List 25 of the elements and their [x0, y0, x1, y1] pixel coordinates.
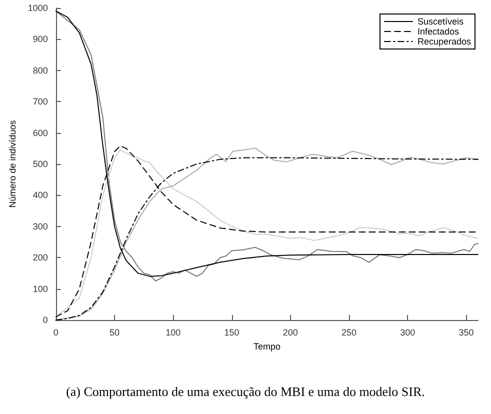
y-tick-label: 700	[32, 96, 48, 107]
y-tick-label: 0	[42, 315, 48, 325]
y-tick-label: 600	[32, 128, 48, 138]
x-tick-label: 150	[224, 328, 240, 338]
x-tick-label: 250	[342, 328, 357, 338]
y-tick-label: 200	[32, 252, 48, 263]
legend-label: Suscetíveis	[417, 16, 464, 26]
y-tick-label: 400	[32, 190, 48, 200]
x-tick-label: 350	[458, 328, 474, 338]
text: (a) Comportamento de uma execução do MBI e uma do modelo SIR.	[65, 384, 426, 400]
y-axis-title: Número de indivíduos	[8, 120, 18, 208]
x-tick-label: 300	[400, 328, 416, 338]
legend-label: Infectados	[417, 26, 460, 36]
y-tick-label: 100	[32, 284, 48, 294]
x-tick-label: 0	[53, 328, 58, 338]
y-tick-label: 500	[32, 159, 48, 169]
y-tick-label: 800	[32, 65, 48, 76]
y-tick-label: 300	[32, 221, 48, 232]
x-tick-label: 50	[110, 328, 120, 338]
legend-label: Recuperados	[417, 36, 472, 46]
y-tick-label: 1000	[28, 3, 48, 13]
x-tick-label: 100	[166, 328, 181, 338]
x-tick-label: 200	[282, 328, 298, 338]
y-tick-label: 900	[32, 34, 48, 44]
x-axis-title: Tempo	[253, 341, 280, 352]
